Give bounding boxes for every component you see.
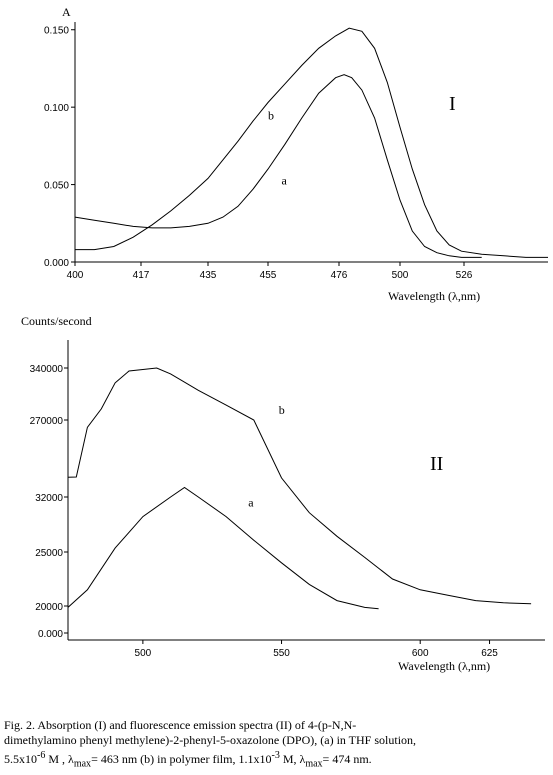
caption-line-2: dimethylamino phenyl methylene)-2-phenyl… xyxy=(4,733,417,747)
panel-ii-y-tick-label: 270000 xyxy=(30,416,64,427)
panel-i-x-tick-label: 400 xyxy=(67,270,84,281)
panel-ii-fluorescence: 0.000 20000 25000 32000 270000 340000 500 550 6… xyxy=(21,314,545,673)
panel-i-x-tick-label: 417 xyxy=(133,270,150,281)
panel-ii-x-tick-label: 625 xyxy=(481,648,498,659)
panel-ii-series-a-line xyxy=(67,486,379,610)
panel-ii-xlabel: Wavelength (λ,nm) xyxy=(398,659,490,673)
panel-i-series-b-line xyxy=(75,27,548,258)
panel-ii-y-tick-label: 25000 xyxy=(35,548,63,559)
panel-i-x-tick-label: 476 xyxy=(331,270,348,281)
panel-ii-y-tick-label: 32000 xyxy=(35,493,63,504)
panel-i-x-tick-label: 435 xyxy=(200,270,217,281)
panel-ii-y-tick-label: 0.000 xyxy=(38,629,63,640)
caption-exp-a: -6 xyxy=(37,750,46,761)
panel-i-y-tick-label: 0.050 xyxy=(44,181,69,192)
panel-ii-x-tick-label: 500 xyxy=(135,648,152,659)
caption-lambda-a: M , λ xyxy=(45,752,74,766)
panel-ii-series-b-label: b xyxy=(279,403,285,417)
panel-ii-ylabel: Counts/second xyxy=(21,314,92,328)
caption-lambda-b: M, λ xyxy=(279,752,306,766)
panel-i-xlabel: Wavelength (λ,nm) xyxy=(388,289,480,303)
panel-ii-x-tick-label: 550 xyxy=(273,648,290,659)
panel-i-series-b-label: b xyxy=(268,109,274,123)
panel-i-x-tick-label: 526 xyxy=(456,270,473,281)
panel-i-y-tick-label: 0.150 xyxy=(44,26,69,37)
panel-i-x-tick-label: 500 xyxy=(392,270,409,281)
panel-i-absorption: 0.000 0.050 0.100 0.150 400 417 435 455 476 500 5… xyxy=(44,5,548,303)
panel-i-series-a-line xyxy=(74,74,482,258)
panel-i-y-tick-label: 0.000 xyxy=(44,258,69,269)
caption-exp-b: -3 xyxy=(271,750,280,761)
panel-ii-series-b-line xyxy=(67,367,532,605)
caption-line-1: Fig. 2. Absorption (I) and fluorescence … xyxy=(4,718,357,732)
caption-max-b: max xyxy=(305,758,323,770)
caption-line-3: 5.5x10-6 M , λmax= 463 nm (b) in polymer… xyxy=(4,748,549,771)
panel-i-roman-label: I xyxy=(449,93,456,115)
panel-i-ylabel: A xyxy=(62,5,71,19)
caption-max-a: max xyxy=(73,758,92,770)
caption-conc-a: 5.5x10 xyxy=(4,752,37,766)
caption-value-b: = 474 nm. xyxy=(322,752,372,766)
caption-value-a: = 463 nm (b) in polymer film, 1.1x10 xyxy=(91,752,272,766)
figure-caption: Fig. 2. Absorption (I) and fluorescence … xyxy=(4,718,549,771)
panel-i-y-tick-label: 0.100 xyxy=(44,103,69,114)
panel-i-series-a-label: a xyxy=(282,174,288,188)
panel-ii-roman-label: II xyxy=(430,453,443,475)
panel-ii-y-tick-label: 340000 xyxy=(30,364,64,375)
panel-ii-x-tick-label: 600 xyxy=(412,648,429,659)
panel-ii-y-tick-label: 20000 xyxy=(35,602,63,613)
panel-i-x-tick-label: 455 xyxy=(260,270,277,281)
panel-ii-series-a-label: a xyxy=(248,495,254,509)
